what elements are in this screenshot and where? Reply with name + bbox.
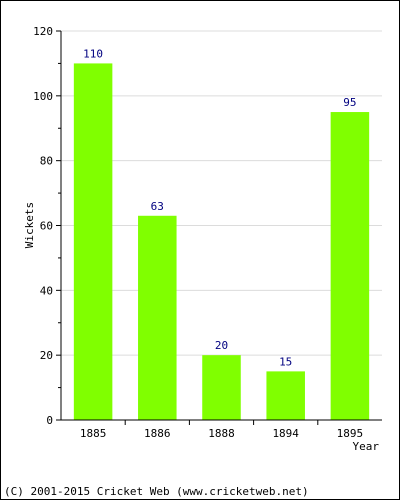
axes: [56, 30, 382, 425]
y-tick-label: 120: [33, 25, 53, 38]
x-axis-label: Year: [353, 440, 380, 453]
y-tick-label: 40: [40, 284, 53, 297]
footer-copyright: (C) 2001-2015 Cricket Web (www.cricketwe…: [4, 485, 309, 498]
y-tick-label: 20: [40, 349, 53, 362]
x-tick-label: 1885: [80, 427, 107, 440]
bar: [266, 371, 305, 420]
bar: [330, 112, 370, 421]
y-tick-label: 80: [40, 155, 53, 168]
bar-value-label: 110: [83, 47, 103, 60]
bar-value-label: 15: [279, 355, 292, 368]
bar-value-label: 63: [151, 200, 164, 213]
gridlines: [61, 30, 382, 356]
x-tick-label: 1895: [337, 427, 364, 440]
y-tick-label: 100: [33, 90, 53, 103]
bar: [73, 63, 113, 421]
labels: 0 20 40 60 80 100 120 110 1885 63 1886 20 1888 15 1894…: [33, 25, 363, 440]
bar-value-label: 95: [343, 96, 356, 109]
bar: [202, 355, 241, 420]
x-tick-label: 1894: [272, 427, 299, 440]
bars: [73, 63, 370, 421]
bar-value-label: 20: [215, 339, 228, 352]
x-tick-label: 1888: [208, 427, 235, 440]
y-tick-label: 0: [46, 414, 53, 427]
bar: [138, 215, 177, 420]
y-axis-label: Wickets: [23, 202, 36, 248]
x-tick-label: 1886: [144, 427, 171, 440]
y-tick-label: 60: [40, 220, 53, 233]
